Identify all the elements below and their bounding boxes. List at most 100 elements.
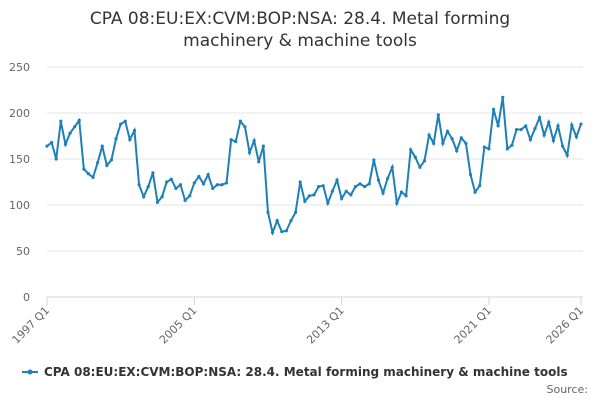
point: [169, 177, 173, 181]
point: [63, 142, 68, 146]
x-tick-label: 2005 Q1: [157, 304, 200, 347]
point: [487, 147, 491, 151]
chart-title: CPA 08:EU:EX:CVM:BOP:NSA: 28.4. Metal fo…: [89, 9, 511, 51]
y-tick-label: 200: [9, 107, 30, 120]
point: [478, 184, 482, 188]
point: [459, 136, 463, 140]
point: [82, 167, 86, 171]
point: [247, 150, 252, 155]
point: [455, 149, 459, 153]
point: [252, 139, 256, 143]
point: [188, 194, 192, 198]
point: [280, 230, 284, 234]
point: [395, 201, 399, 205]
point: [77, 118, 81, 122]
point: [128, 138, 132, 142]
point: [284, 229, 288, 233]
point: [519, 127, 523, 132]
point: [293, 210, 298, 214]
point: [390, 165, 394, 169]
point: [482, 145, 486, 149]
point: [340, 196, 344, 201]
point: [367, 182, 371, 186]
point: [344, 189, 348, 193]
point: [50, 140, 54, 145]
point: [381, 191, 385, 195]
point: [505, 147, 509, 151]
point: [206, 173, 210, 177]
point: [551, 139, 555, 143]
point: [358, 182, 362, 186]
line: [46, 97, 582, 237]
point: [45, 144, 49, 148]
point: [496, 124, 500, 128]
point: [491, 107, 496, 111]
point: [547, 120, 551, 124]
point: [330, 189, 335, 193]
point: [570, 123, 574, 127]
point: [349, 193, 353, 197]
point: [178, 183, 183, 187]
point: [137, 183, 141, 187]
point: [266, 210, 270, 214]
point: [59, 119, 63, 123]
point: [132, 128, 137, 133]
point: [96, 161, 100, 165]
point: [445, 129, 450, 133]
point: [556, 124, 560, 128]
y-tick-label: 50: [16, 245, 30, 258]
point: [192, 181, 196, 185]
point: [151, 171, 155, 175]
point: [114, 137, 118, 141]
point: [142, 195, 146, 199]
legend-label: CPA 08:EU:EX:CVM:BOP:NSA: 28.4. Metal fo…: [44, 365, 568, 379]
point: [409, 148, 413, 152]
point: [537, 116, 542, 120]
point: [399, 190, 404, 194]
y-tick-label: 100: [9, 199, 30, 212]
point: [514, 127, 519, 132]
point: [574, 135, 578, 139]
point: [560, 144, 565, 148]
point: [432, 141, 436, 145]
point: [326, 201, 330, 205]
point: [579, 122, 583, 126]
point: [243, 125, 247, 129]
point: [321, 184, 325, 188]
point: [100, 144, 104, 148]
point: [220, 183, 224, 187]
point: [155, 200, 160, 204]
point: [353, 185, 358, 189]
point: [197, 174, 201, 179]
point: [54, 157, 58, 161]
point: [234, 139, 238, 144]
point: [201, 182, 206, 186]
source: Source:: [547, 383, 589, 396]
point: [183, 198, 187, 202]
point: [565, 153, 569, 157]
point: [510, 143, 514, 147]
point: [146, 185, 150, 189]
point: [533, 127, 537, 131]
legend-marker: [27, 369, 33, 375]
point: [418, 165, 422, 169]
x-tick-label: 2013 Q1: [304, 304, 347, 347]
point: [422, 159, 427, 163]
point: [119, 122, 123, 126]
point: [528, 138, 532, 142]
point: [441, 141, 445, 145]
point: [68, 131, 72, 135]
x-tick-label: 2021 Q1: [452, 304, 495, 347]
y-tick-label: 0: [23, 291, 30, 304]
point: [542, 133, 546, 137]
point: [238, 119, 242, 123]
point: [303, 199, 307, 203]
point: [376, 178, 381, 182]
point: [427, 133, 431, 137]
point: [86, 172, 91, 176]
y-tick-label: 250: [9, 61, 30, 74]
point: [275, 219, 279, 223]
point: [473, 190, 477, 194]
point: [174, 186, 178, 191]
